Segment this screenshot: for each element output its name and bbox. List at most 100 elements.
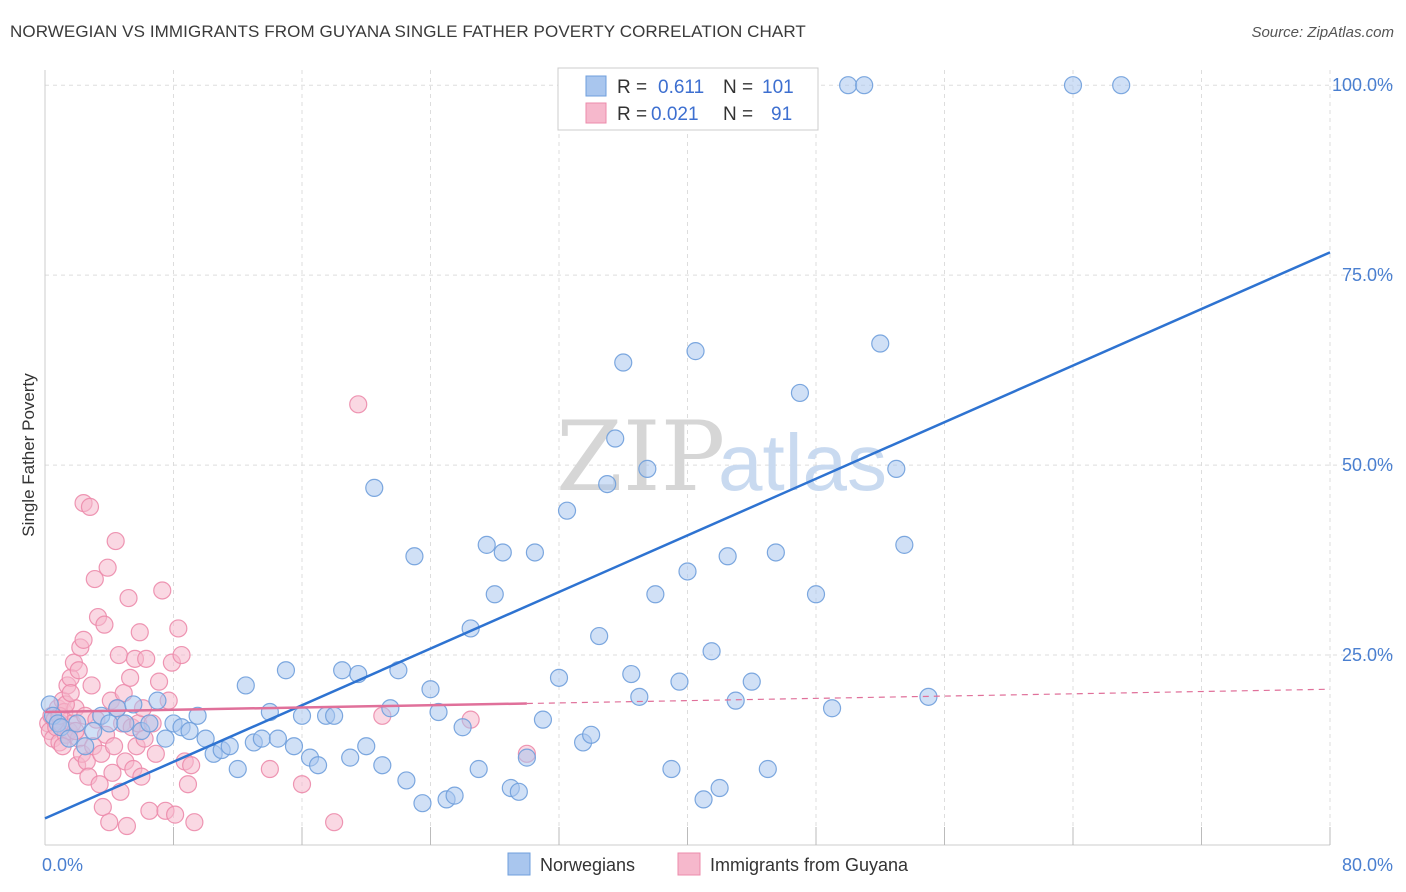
guyana-point xyxy=(169,619,188,638)
tick-labels: 25.0% 50.0% 75.0% 100.0% 0.0% 80.0% xyxy=(42,75,1393,875)
y-tick-label: 100.0% xyxy=(1332,75,1393,95)
bottom-legend: Norwegians Immigrants from Guyana xyxy=(507,852,909,876)
norwegian-point xyxy=(124,695,143,714)
norwegian-point xyxy=(252,729,271,748)
guyana-point xyxy=(80,497,100,516)
legend-r-value-1: 0.021 xyxy=(651,104,699,125)
norwegian-point xyxy=(702,642,721,661)
watermark-atlas: atlas xyxy=(718,418,887,507)
norwegian-point xyxy=(333,661,352,680)
norwegians-trend-line xyxy=(44,251,1331,820)
norwegian-point xyxy=(445,786,464,805)
guyana-point xyxy=(82,676,101,695)
norwegian-point xyxy=(806,585,826,604)
guyana-point xyxy=(182,756,201,775)
guyana-point xyxy=(106,531,125,551)
norwegian-point xyxy=(598,474,617,494)
norwegian-point xyxy=(292,706,312,725)
norwegian-point xyxy=(509,782,528,801)
legend-n-value-0: 101 xyxy=(762,77,794,98)
y-tick-label: 25.0% xyxy=(1342,645,1393,665)
legend: R = 0.611 N = 101 R = 0.021 N = 91 xyxy=(557,67,819,131)
guyana-point xyxy=(172,645,191,665)
norwegian-point xyxy=(341,748,360,767)
norwegian-point xyxy=(140,714,159,733)
norwegian-point xyxy=(718,547,737,566)
guyana-point xyxy=(153,581,172,600)
norwegian-point xyxy=(622,664,641,684)
norwegian-point xyxy=(839,76,858,95)
norwegian-point xyxy=(413,794,432,813)
guyana-point xyxy=(103,763,122,782)
guyana-point xyxy=(140,801,159,820)
norwegian-point xyxy=(76,737,95,756)
norwegian-point xyxy=(646,585,665,604)
bottom-legend-norwegians: Norwegians xyxy=(540,855,635,875)
norwegian-point xyxy=(116,714,135,733)
norwegian-point xyxy=(236,676,255,695)
guyana-point xyxy=(260,759,279,779)
guyana-point xyxy=(109,645,128,665)
norwegian-point xyxy=(686,342,705,361)
norwegian-point xyxy=(549,668,569,687)
norwegian-point xyxy=(726,691,745,710)
guyana-point xyxy=(325,813,344,832)
norwegian-point xyxy=(557,501,577,520)
guyana-point xyxy=(117,816,137,836)
guyana-point xyxy=(137,649,156,668)
norwegian-point xyxy=(477,535,496,554)
guyana-point xyxy=(104,737,124,756)
watermark-zip: ZIP xyxy=(556,401,725,513)
norwegian-point xyxy=(284,737,304,756)
norwegian-points xyxy=(40,76,1131,813)
legend-swatch-norwegians xyxy=(585,75,607,97)
legend-n-value-1: 91 xyxy=(771,104,792,125)
guyana-point xyxy=(61,683,80,703)
guyana-point xyxy=(178,775,198,794)
norwegian-point xyxy=(405,547,424,566)
norwegian-point xyxy=(469,759,488,779)
norwegian-point xyxy=(742,672,761,691)
norwegian-point xyxy=(710,778,729,798)
norwegian-point xyxy=(156,729,175,748)
norwegian-point xyxy=(766,543,785,562)
x-tick-label: 80.0% xyxy=(1342,855,1393,875)
norwegian-point xyxy=(855,76,874,95)
guyana-points xyxy=(39,395,536,836)
legend-r-value-0: 0.611 xyxy=(658,77,704,98)
bottom-legend-swatch-guyana xyxy=(677,852,701,876)
norwegian-point xyxy=(1112,76,1131,95)
grid-lines xyxy=(45,70,1395,845)
norwegian-point xyxy=(485,585,504,604)
norwegian-point xyxy=(606,429,625,448)
guyana-point xyxy=(146,744,165,763)
guyana-point xyxy=(95,615,114,634)
guyana-trend-line xyxy=(44,702,527,714)
norwegian-point xyxy=(630,687,649,706)
guyana-point xyxy=(98,558,117,577)
guyana-point xyxy=(74,630,93,649)
norwegian-point xyxy=(678,562,697,581)
legend-n-label-1: N = xyxy=(723,104,753,125)
norwegian-point xyxy=(180,721,199,741)
norwegian-point xyxy=(493,543,512,562)
norwegian-point xyxy=(268,729,288,748)
guyana-point xyxy=(69,661,88,680)
y-tick-label: 50.0% xyxy=(1342,455,1393,475)
norwegian-point xyxy=(453,718,472,737)
watermark: ZIP atlas xyxy=(556,401,887,513)
x-tick-label: 0.0% xyxy=(42,855,83,875)
norwegian-point xyxy=(790,383,810,403)
y-axis-label: Single Father Poverty xyxy=(19,373,38,537)
guyana-point xyxy=(130,623,149,642)
norwegian-point xyxy=(228,759,247,779)
norwegian-point xyxy=(365,478,384,497)
guyana-point xyxy=(121,668,140,687)
norwegian-point xyxy=(421,680,440,699)
norwegian-point xyxy=(887,459,906,478)
bottom-legend-guyana: Immigrants from Guyana xyxy=(710,855,909,875)
guyana-point xyxy=(100,813,119,832)
norwegian-point xyxy=(148,691,167,710)
norwegian-point xyxy=(84,721,103,741)
